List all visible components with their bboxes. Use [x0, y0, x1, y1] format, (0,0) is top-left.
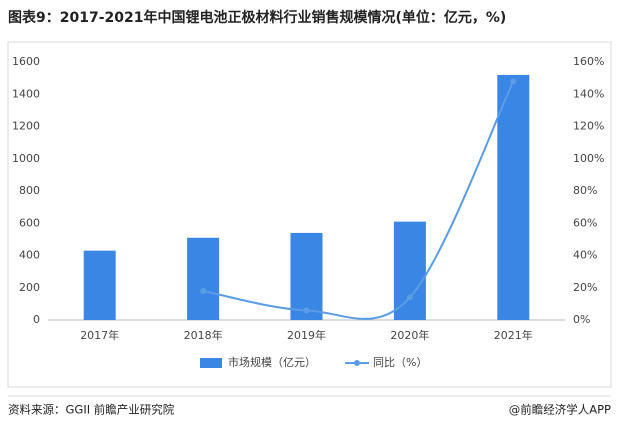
legend-swatch: [200, 358, 222, 368]
y-tick-label: 1600: [12, 55, 40, 68]
y-tick-label: 0: [33, 313, 40, 326]
bar: [497, 74, 530, 321]
x-tick-label: 2017年: [80, 328, 119, 342]
y-tick-label: 600: [19, 216, 40, 229]
y2-tick-label: 40%: [573, 249, 597, 262]
line-point: [406, 294, 413, 301]
line: [202, 80, 515, 320]
bar: [393, 221, 426, 320]
y-tick-label: 1200: [12, 120, 40, 133]
plot-frame: [7, 41, 612, 388]
x-tick-label: 2021年: [494, 328, 533, 342]
bar: [187, 237, 220, 320]
y2-tick-label: 80%: [573, 184, 597, 197]
y2-tick-label: 0%: [573, 313, 590, 326]
y2-tick-label: 120%: [573, 120, 604, 133]
bar: [290, 232, 323, 320]
y-tick-label: 200: [19, 281, 40, 294]
source: 资料来源：GGII 前瞻产业研究院: [8, 403, 175, 417]
legend-label: 同比（%）: [373, 356, 427, 369]
x-tick-label: 2018年: [184, 328, 223, 342]
x-tick-label: 2019年: [287, 328, 326, 342]
line-point: [200, 287, 207, 294]
y-tick-label: 400: [19, 249, 40, 262]
y-tick-label: 800: [19, 184, 40, 197]
credit: @前瞻经济学人APP: [509, 403, 611, 417]
y2-tick-label: 100%: [573, 152, 604, 165]
y2-tick-label: 20%: [573, 281, 597, 294]
y-tick-label: 1400: [12, 87, 40, 100]
y2-tick-label: 60%: [573, 216, 597, 229]
legend-label: 市场规模（亿元）: [228, 355, 316, 369]
y2-tick-label: 140%: [573, 87, 604, 100]
chart-title: 图表9：2017-2021年中国锂电池正极材料行业销售规模情况(单位：亿元，%): [8, 9, 506, 26]
x-tick-label: 2020年: [390, 328, 429, 342]
y2-tick-label: 160%: [573, 55, 604, 68]
bar: [83, 250, 116, 320]
line-point: [303, 307, 310, 314]
line-point: [510, 78, 517, 85]
y-tick-label: 1000: [12, 152, 40, 165]
legend-swatch: [354, 360, 360, 366]
